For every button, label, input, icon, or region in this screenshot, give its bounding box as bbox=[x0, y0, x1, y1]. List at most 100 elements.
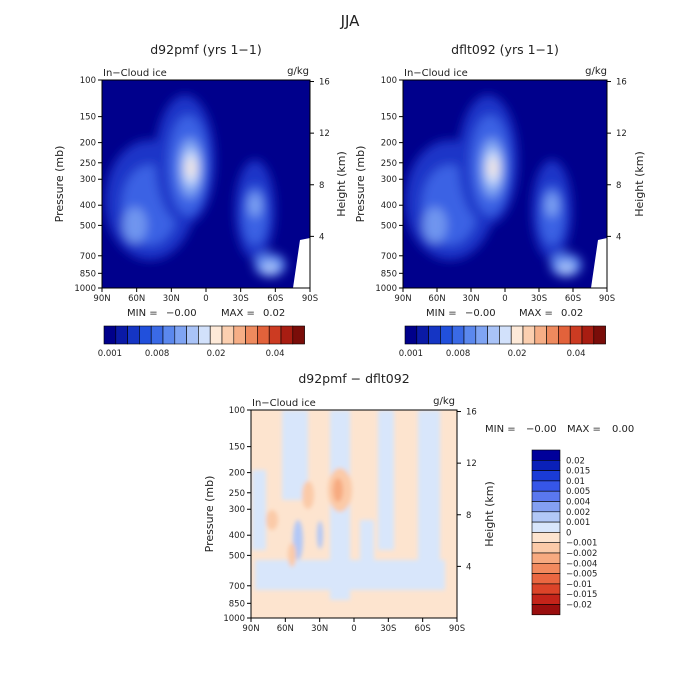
colorbar-swatch bbox=[233, 325, 246, 345]
colorbar-label: 0 bbox=[566, 528, 571, 538]
x-axis: 90N 60N 30N 0 30S 60S 90S bbox=[93, 288, 318, 304]
y-tick-label: 700 bbox=[381, 252, 397, 262]
max-label: MAX = bbox=[567, 424, 601, 435]
y-tick-label: 500 bbox=[381, 221, 397, 231]
y-tick-label: 100 bbox=[229, 406, 245, 416]
colorbar-swatch bbox=[451, 325, 465, 345]
field-contours bbox=[252, 410, 445, 600]
y-tick-label: 400 bbox=[381, 201, 397, 211]
max-value: 0.02 bbox=[263, 308, 285, 319]
variable-label-bg bbox=[252, 397, 324, 409]
y-axis-right: 16 12 8 4 bbox=[457, 408, 477, 572]
x-tick-label: 30N bbox=[311, 624, 328, 634]
x-tick-label: 30S bbox=[531, 294, 547, 304]
colorbar-label: 0.02 bbox=[566, 456, 585, 466]
x-tick-label: 60N bbox=[277, 624, 294, 634]
colorbar: 0.020.0150.010.0050.0040.0020.0010−0.001… bbox=[531, 449, 597, 616]
colorbar-swatch bbox=[428, 325, 441, 345]
y2-axis-label: Height (km) bbox=[483, 481, 496, 547]
colorbar-swatch bbox=[186, 325, 199, 345]
x-tick-label: 60N bbox=[128, 294, 145, 304]
colorbar-swatch bbox=[531, 501, 561, 513]
variable-label-bg bbox=[404, 67, 474, 79]
y-tick-label: 200 bbox=[229, 469, 245, 479]
colorbar: 0.001 0.008 0.02 0.04 bbox=[98, 325, 305, 359]
x-tick-label: 0 bbox=[351, 624, 356, 634]
heatmap-field bbox=[102, 80, 310, 288]
colorbar-swatch bbox=[531, 521, 561, 533]
y-tick-label: 400 bbox=[80, 201, 96, 211]
colorbar-label: 0.005 bbox=[566, 487, 590, 497]
y2-tick-label: 8 bbox=[616, 181, 621, 191]
colorbar-swatch bbox=[150, 325, 164, 345]
y-tick-label: 150 bbox=[381, 113, 397, 123]
colorbar-label: −0.02 bbox=[566, 601, 592, 611]
y-tick-label: 850 bbox=[80, 269, 96, 279]
max-value: 0.00 bbox=[612, 424, 634, 435]
colorbar-swatch bbox=[174, 325, 187, 345]
colorbar-swatch bbox=[510, 325, 524, 345]
colorbar-swatch bbox=[531, 459, 561, 471]
colorbar-swatch bbox=[531, 562, 561, 574]
colorbar-swatch bbox=[531, 604, 561, 616]
y-axis-right: 16 12 8 4 bbox=[310, 78, 330, 242]
x-tick-label: 30N bbox=[163, 294, 180, 304]
colorbar-swatch bbox=[292, 325, 305, 345]
y2-axis-label: Height (km) bbox=[335, 151, 348, 217]
colorbar-swatch bbox=[558, 325, 571, 345]
colorbar-swatch bbox=[103, 325, 117, 345]
colorbar-label: 0.001 bbox=[399, 349, 423, 359]
max-label: MAX = bbox=[221, 308, 255, 319]
x-tick-label: 60S bbox=[565, 294, 581, 304]
field-contours bbox=[405, 95, 582, 277]
colorbar-label: −0.002 bbox=[566, 549, 597, 559]
x-tick-label: 60N bbox=[428, 294, 445, 304]
topography-mask bbox=[293, 238, 310, 288]
x-tick-label: 60S bbox=[267, 294, 283, 304]
x-axis: 90N 60N 30N 0 30S 60S 90S bbox=[394, 288, 615, 304]
y-tick-label: 150 bbox=[229, 443, 245, 453]
colorbar-label: 0.002 bbox=[566, 508, 590, 518]
colorbar-swatch bbox=[531, 449, 561, 461]
variable-label: In−Cloud ice bbox=[252, 398, 316, 409]
colorbar-swatch bbox=[463, 325, 477, 345]
colorbar-label: −0.01 bbox=[566, 580, 592, 590]
panel-diff: d92pmf − dflt092 In−Cloud ice bbox=[203, 371, 634, 634]
y-tick-label: 1000 bbox=[74, 284, 96, 294]
x-tick-label: 90N bbox=[93, 294, 110, 304]
heatmap-field bbox=[251, 410, 457, 618]
x-tick-label: 90S bbox=[599, 294, 615, 304]
colorbar-label: −0.001 bbox=[566, 539, 597, 549]
colorbar-swatch bbox=[522, 325, 536, 345]
x-tick-label: 0 bbox=[203, 294, 208, 304]
y-tick-label: 500 bbox=[80, 221, 96, 231]
x-tick-label: 90N bbox=[242, 624, 259, 634]
y-tick-label: 700 bbox=[229, 582, 245, 592]
y-axis-label: Pressure (mb) bbox=[354, 146, 367, 223]
min-value: −0.00 bbox=[465, 308, 496, 319]
field-contours bbox=[105, 95, 286, 277]
y-tick-label: 300 bbox=[229, 505, 245, 515]
y-tick-label: 500 bbox=[229, 551, 245, 561]
min-value: −0.00 bbox=[526, 424, 557, 435]
colorbar-swatch bbox=[593, 325, 606, 345]
y2-tick-label: 4 bbox=[319, 232, 324, 242]
y-axis-label: Pressure (mb) bbox=[53, 146, 66, 223]
colorbar-swatch bbox=[546, 325, 559, 345]
y2-tick-label: 8 bbox=[466, 511, 471, 521]
y2-tick-label: 8 bbox=[319, 181, 324, 191]
y-tick-label: 1000 bbox=[223, 614, 245, 624]
colorbar-swatch bbox=[257, 325, 270, 345]
colorbar-swatch bbox=[531, 470, 561, 482]
y-axis-label: Pressure (mb) bbox=[203, 476, 216, 553]
colorbar-swatch bbox=[581, 325, 595, 345]
panel-title: dflt092 (yrs 1−1) bbox=[451, 42, 559, 57]
y-tick-label: 850 bbox=[229, 599, 245, 609]
x-axis: 90N 60N 30N 0 30S 60S 90S bbox=[242, 618, 465, 634]
colorbar-swatch bbox=[404, 325, 418, 345]
colorbar-label: 0.001 bbox=[566, 518, 590, 528]
min-value: −0.00 bbox=[166, 308, 197, 319]
colorbar-swatch bbox=[245, 325, 258, 345]
x-tick-label: 30S bbox=[233, 294, 249, 304]
y2-tick-label: 4 bbox=[466, 562, 471, 572]
